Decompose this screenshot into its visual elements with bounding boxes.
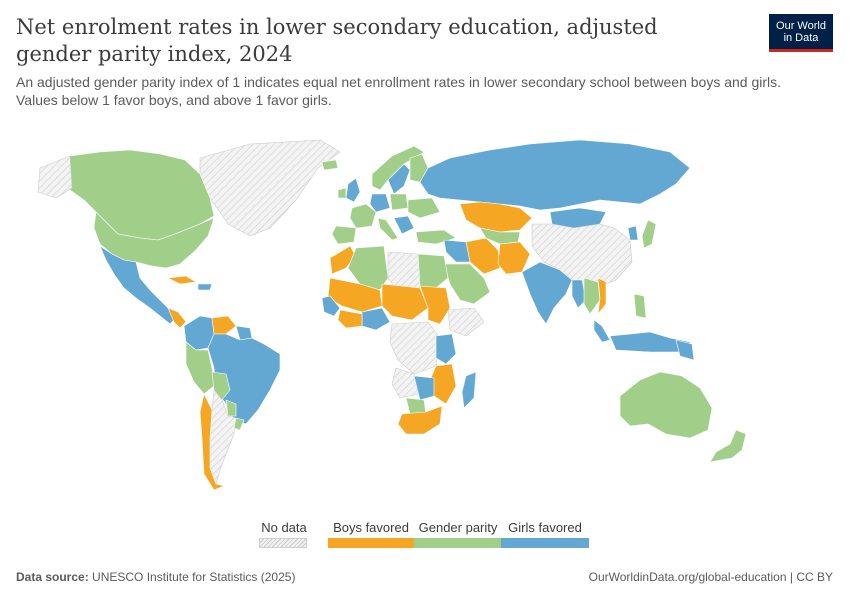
region-balkans[interactable] — [393, 215, 415, 235]
region-kazakhstan[interactable] — [459, 201, 533, 233]
region-uk[interactable] — [345, 177, 361, 203]
logo-line-2: in Data — [783, 32, 819, 44]
region-niger-chad[interactable] — [381, 283, 429, 321]
region-west-coast[interactable] — [321, 295, 341, 317]
region-sudan[interactable] — [419, 285, 451, 325]
region-south-africa[interactable] — [397, 405, 443, 435]
region-iceland[interactable] — [321, 159, 339, 171]
source-link[interactable]: OurWorldinData.org/global-education | CC… — [588, 570, 833, 584]
region-central-america-boys[interactable] — [167, 307, 187, 329]
world-map[interactable] — [0, 128, 850, 498]
region-malaysia[interactable] — [593, 319, 611, 343]
region-myanmar[interactable] — [571, 279, 587, 309]
region-china[interactable] — [531, 223, 633, 289]
region-alaska[interactable] — [37, 155, 73, 199]
legend-swatch-parity[interactable] — [414, 538, 501, 548]
region-russia[interactable] — [419, 139, 691, 211]
legend-swatch-boys[interactable] — [328, 538, 414, 548]
region-guianas[interactable] — [235, 325, 253, 341]
region-ukraine[interactable] — [407, 197, 441, 219]
data-source-label: Data source: — [16, 570, 89, 584]
region-chile[interactable] — [199, 393, 225, 491]
region-nigeria[interactable] — [361, 307, 391, 331]
region-sweden[interactable] — [387, 163, 411, 195]
region-ethiopia[interactable] — [447, 307, 485, 337]
region-hispaniola[interactable] — [197, 283, 213, 291]
region-poland[interactable] — [389, 193, 409, 211]
data-source: Data source: UNESCO Institute for Statis… — [16, 570, 295, 584]
region-philippines[interactable] — [633, 293, 647, 319]
legend-swatch-girls[interactable] — [501, 538, 589, 548]
legend-label-boys: Boys favored — [333, 520, 409, 535]
region-east-africa[interactable] — [435, 333, 457, 365]
region-venezuela[interactable] — [211, 315, 237, 335]
region-afghanistan-pakistan[interactable] — [497, 241, 531, 275]
region-vietnam[interactable] — [597, 277, 607, 315]
chart-title: Net enrolment rates in lower secondary e… — [16, 15, 658, 66]
region-madagascar[interactable] — [461, 371, 477, 409]
region-gulf-guinea[interactable] — [337, 309, 363, 329]
chart-subtitle: An adjusted gender parity index of 1 ind… — [16, 74, 782, 108]
region-central-asia[interactable] — [479, 227, 521, 245]
region-ireland[interactable] — [337, 187, 347, 199]
legend-swatch-nodata[interactable] — [259, 538, 307, 548]
owid-logo[interactable]: Our World in Data — [769, 14, 833, 52]
region-japan[interactable] — [641, 219, 657, 249]
region-uruguay[interactable] — [233, 417, 245, 431]
region-new-zealand[interactable] — [709, 429, 747, 463]
data-source-text: UNESCO Institute for Statistics (2025) — [92, 570, 296, 584]
region-angola[interactable] — [391, 367, 419, 399]
region-india[interactable] — [521, 261, 573, 325]
region-france[interactable] — [349, 203, 377, 229]
region-thailand-laos[interactable] — [583, 277, 601, 315]
region-greenland[interactable] — [199, 139, 341, 237]
region-paraguay[interactable] — [225, 399, 237, 417]
region-egypt[interactable] — [417, 253, 449, 289]
region-cuba[interactable] — [167, 275, 197, 285]
region-saudi-arabia[interactable] — [443, 263, 491, 305]
region-zambia-zim[interactable] — [413, 375, 435, 401]
map-legend: No data Boys favored Gender parity Girls… — [0, 520, 850, 552]
legend-label-parity: Gender parity — [418, 520, 498, 535]
region-iberia[interactable] — [331, 225, 357, 245]
region-drc[interactable] — [389, 321, 441, 375]
legend-label-nodata: No data — [261, 520, 307, 535]
region-germany[interactable] — [369, 193, 391, 213]
region-canada[interactable] — [47, 149, 215, 241]
legend-label-girls: Girls favored — [508, 520, 582, 535]
region-botswana[interactable] — [405, 397, 427, 415]
region-png[interactable] — [675, 339, 695, 361]
region-australia[interactable] — [619, 371, 713, 439]
logo-line-1: Our World — [776, 20, 826, 32]
region-italy[interactable] — [377, 217, 399, 241]
region-korea[interactable] — [627, 225, 639, 241]
region-iraq-syria[interactable] — [443, 239, 471, 263]
